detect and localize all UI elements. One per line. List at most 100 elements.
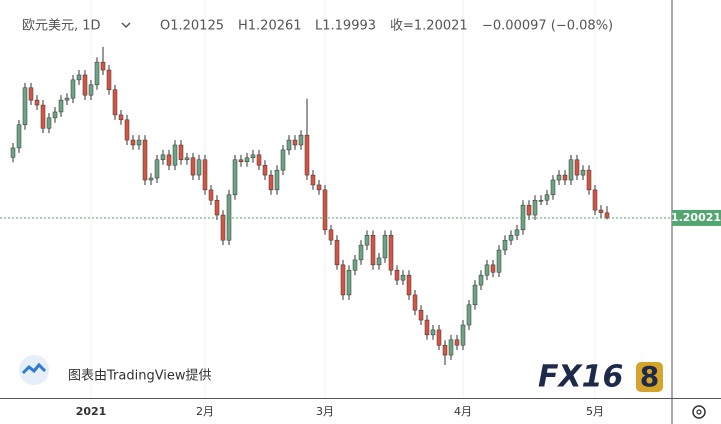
candle-body bbox=[322, 189, 328, 231]
gear[interactable] bbox=[692, 405, 706, 419]
ohlc-high: H1.20261 bbox=[238, 19, 302, 34]
candle-body bbox=[340, 264, 346, 296]
candle-body bbox=[406, 274, 412, 296]
candle-body bbox=[574, 159, 580, 176]
candle-body bbox=[298, 134, 304, 146]
candle-body bbox=[514, 229, 520, 236]
candle-body bbox=[52, 111, 58, 119]
candle-body bbox=[490, 264, 496, 273]
candle-body bbox=[502, 239, 508, 251]
candle-body bbox=[130, 139, 136, 146]
candle-body bbox=[424, 319, 430, 336]
ohlc-open: O1.20125 bbox=[160, 19, 224, 34]
logo-main: FX16 bbox=[538, 360, 623, 395]
candle-body bbox=[382, 234, 388, 259]
candle-body bbox=[22, 87, 28, 126]
candle-body bbox=[364, 234, 370, 246]
candle-body bbox=[178, 144, 184, 161]
candle-body bbox=[208, 189, 214, 201]
candle-body bbox=[220, 214, 226, 241]
candle-body bbox=[304, 134, 310, 176]
candle-body bbox=[280, 149, 286, 171]
candle-body bbox=[88, 84, 94, 96]
candle-body bbox=[460, 324, 466, 346]
candle-body bbox=[466, 304, 472, 326]
candle-body bbox=[262, 164, 268, 176]
candle-body bbox=[496, 249, 502, 273]
x-tick-label: 3月 bbox=[316, 405, 334, 418]
candle-body bbox=[454, 339, 460, 346]
candle-body bbox=[94, 61, 100, 86]
candles bbox=[10, 46, 610, 365]
candle-body bbox=[376, 257, 382, 266]
candle-body bbox=[562, 174, 568, 181]
candle-body bbox=[202, 159, 208, 191]
settings-icon[interactable] bbox=[692, 405, 706, 419]
logo-accent-bg bbox=[636, 362, 663, 392]
candle-body bbox=[64, 97, 70, 101]
candle-body bbox=[112, 89, 118, 116]
candle-body bbox=[586, 169, 592, 191]
fx168-logo: FX16 8 bbox=[538, 360, 663, 395]
candle-body bbox=[604, 212, 610, 219]
x-tick-label: 5月 bbox=[586, 405, 604, 418]
candle-body bbox=[418, 309, 424, 321]
tradingview-credit[interactable]: 图表由TradingView提供 bbox=[19, 355, 212, 385]
candle-body bbox=[70, 79, 76, 99]
candle-body bbox=[16, 124, 22, 149]
candle-body bbox=[100, 61, 106, 71]
candle-body bbox=[148, 177, 154, 181]
candle-body bbox=[244, 157, 250, 163]
candle-body bbox=[580, 169, 586, 176]
candle-body bbox=[316, 184, 322, 191]
candle-body bbox=[478, 274, 484, 286]
candle-body bbox=[142, 139, 148, 181]
tv-icon bbox=[21, 362, 47, 375]
candle-body bbox=[412, 294, 418, 311]
candle-body bbox=[256, 154, 262, 166]
candle-body bbox=[136, 139, 142, 146]
candle-body bbox=[274, 169, 280, 191]
candle-body bbox=[484, 264, 490, 276]
candle-body bbox=[310, 174, 316, 186]
candle-body bbox=[124, 119, 130, 141]
candle-body bbox=[154, 159, 160, 179]
candle-body bbox=[292, 139, 298, 146]
candle-body bbox=[76, 74, 82, 81]
candle-body bbox=[250, 154, 256, 159]
candle-body bbox=[388, 234, 394, 271]
candle-body bbox=[238, 159, 244, 163]
candle-body bbox=[286, 139, 292, 151]
candle-body bbox=[160, 154, 166, 161]
candle-body bbox=[28, 87, 34, 101]
gear-hub bbox=[696, 409, 702, 415]
candle-body bbox=[448, 339, 454, 356]
candle-body bbox=[346, 270, 352, 296]
logo-accent: 8 bbox=[640, 360, 659, 393]
candle-body bbox=[400, 274, 406, 281]
candle-body bbox=[538, 199, 544, 202]
candle-body bbox=[334, 239, 340, 266]
candle-body bbox=[184, 157, 190, 161]
candle-body bbox=[10, 147, 16, 158]
last-price-label: 1.20021 bbox=[671, 211, 721, 224]
candle-body bbox=[436, 329, 442, 346]
ohlc-change: −0.00097 (−0.08%) bbox=[482, 19, 613, 34]
candle-body bbox=[526, 204, 532, 216]
candle-body bbox=[550, 179, 556, 196]
x-tick-label: 2月 bbox=[196, 405, 214, 418]
credit-text: 图表由TradingView提供 bbox=[68, 368, 212, 384]
candle-body bbox=[442, 344, 448, 356]
candle-body bbox=[58, 99, 64, 113]
candle-body bbox=[370, 234, 376, 266]
candle-body bbox=[190, 157, 196, 176]
candle-body bbox=[34, 99, 40, 106]
candle-body bbox=[508, 234, 514, 241]
candle-body bbox=[568, 159, 574, 181]
candle-body bbox=[40, 104, 46, 129]
candle-body bbox=[232, 159, 238, 196]
candle-body bbox=[592, 189, 598, 211]
interval-chevron[interactable] bbox=[121, 22, 131, 29]
candle-body bbox=[352, 259, 358, 271]
